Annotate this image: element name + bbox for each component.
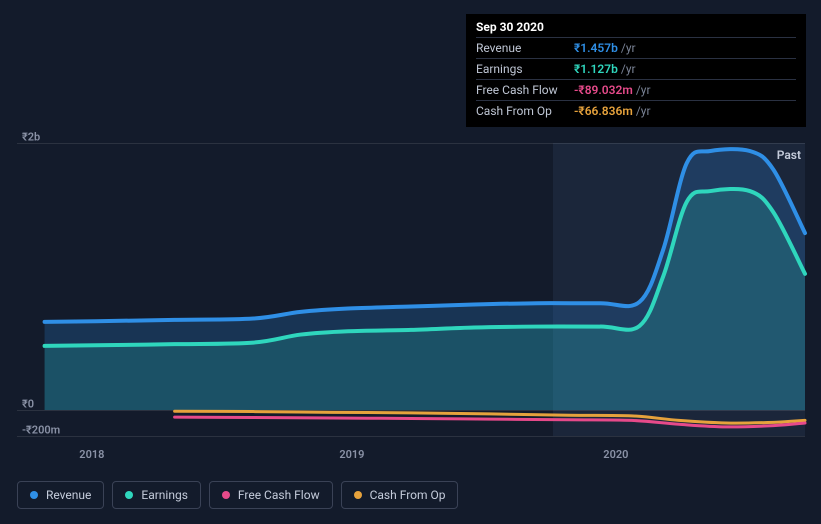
y-tick-label: ₹2b — [22, 131, 40, 144]
tooltip-date: Sep 30 2020 — [476, 20, 796, 37]
legend-item-free-cash-flow[interactable]: Free Cash Flow — [209, 481, 333, 509]
tooltip-row-value: -₹89.032m — [574, 83, 633, 97]
tooltip-row-label: Earnings — [476, 62, 574, 76]
tooltip-row-value: ₹1.127b — [574, 62, 618, 76]
legend-dot — [30, 491, 38, 499]
x-tick-label: 2018 — [79, 448, 104, 461]
legend-dot — [354, 491, 362, 499]
tooltip-row-label: Revenue — [476, 41, 574, 55]
tooltip-row: Cash From Op-₹66.836m/yr — [476, 100, 796, 121]
legend-label: Earnings — [141, 488, 188, 502]
y-tick-label: -₹200m — [22, 424, 60, 437]
tooltip-row-label: Free Cash Flow — [476, 83, 574, 97]
tooltip-row-suffix: /yr — [636, 104, 651, 118]
tooltip-row: Revenue₹1.457b/yr — [476, 37, 796, 58]
x-tick-label: 2020 — [603, 448, 628, 461]
tooltip-row-suffix: /yr — [636, 83, 651, 97]
chart-tooltip: Sep 30 2020 Revenue₹1.457b/yrEarnings₹1.… — [466, 14, 806, 127]
legend-item-cash-from-op[interactable]: Cash From Op — [341, 481, 459, 509]
x-tick-label: 2019 — [339, 448, 364, 461]
series-area-earnings — [45, 189, 805, 410]
chart-legend: Revenue Earnings Free Cash Flow Cash From O… — [17, 481, 458, 509]
legend-item-revenue[interactable]: Revenue — [17, 481, 104, 509]
tooltip-row-value: -₹66.836m — [574, 104, 633, 118]
legend-label: Cash From Op — [370, 488, 446, 502]
tooltip-row-suffix: /yr — [621, 41, 636, 55]
tooltip-row-value: ₹1.457b — [574, 41, 618, 55]
tooltip-row-label: Cash From Op — [476, 104, 574, 118]
tooltip-row: Earnings₹1.127b/yr — [476, 58, 796, 79]
legend-dot — [125, 491, 133, 499]
legend-dot — [222, 491, 230, 499]
legend-label: Free Cash Flow — [238, 488, 320, 502]
legend-item-earnings[interactable]: Earnings — [112, 481, 201, 509]
legend-label: Revenue — [46, 488, 91, 502]
y-tick-label: ₹0 — [22, 398, 34, 411]
tooltip-row: Free Cash Flow-₹89.032m/yr — [476, 79, 796, 100]
tooltip-row-suffix: /yr — [621, 62, 636, 76]
